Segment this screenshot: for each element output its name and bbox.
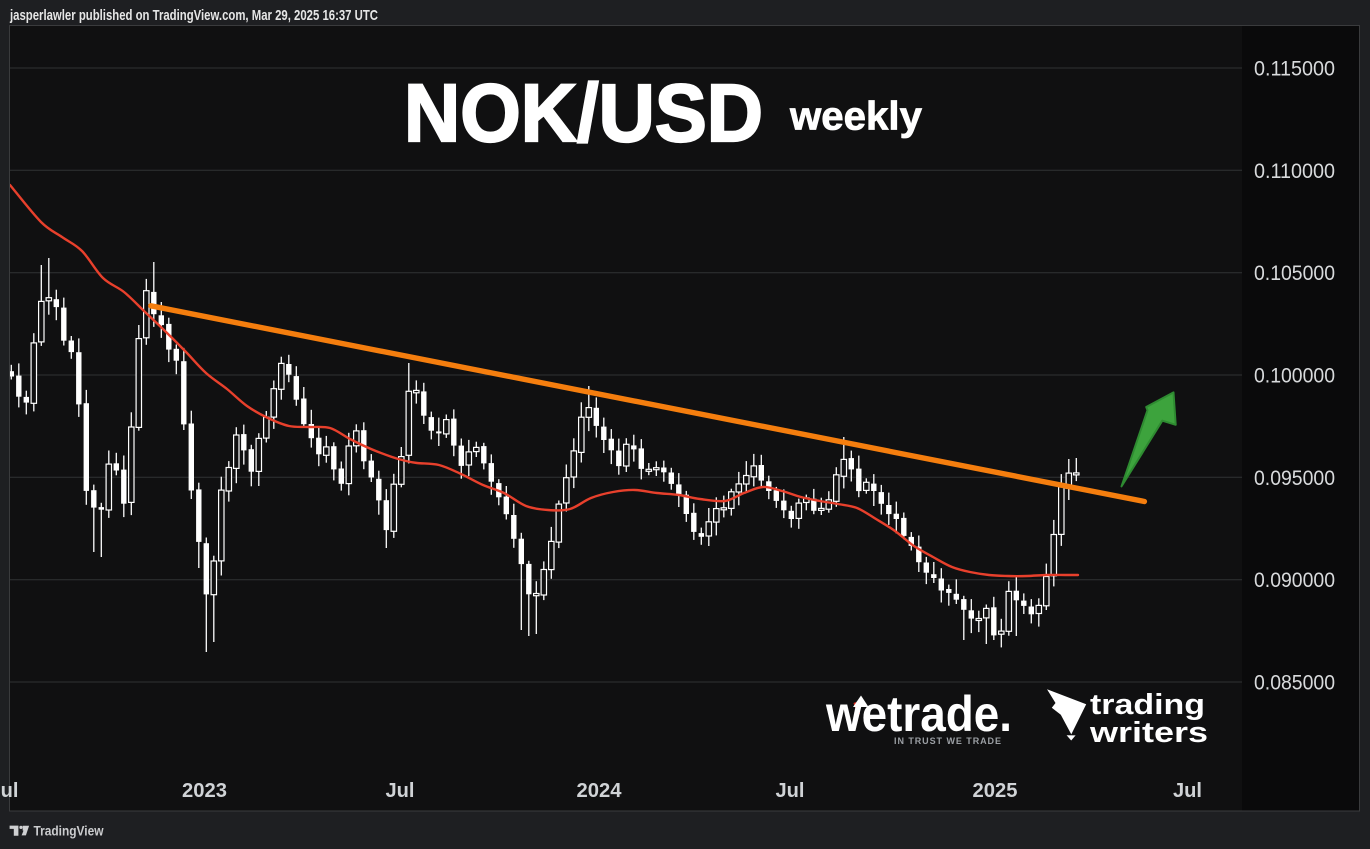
svg-text:Jul: Jul (386, 780, 415, 802)
svg-text:2024: 2024 (577, 780, 623, 802)
svg-text:0.100000: 0.100000 (1254, 365, 1335, 388)
svg-text:jasperlawler published on Trad: jasperlawler published on TradingView.co… (9, 7, 378, 24)
svg-text:weekly: weekly (789, 95, 923, 139)
svg-text:wetrade.: wetrade. (825, 686, 1012, 742)
svg-text:0.115000: 0.115000 (1254, 58, 1335, 81)
svg-text:Jul: Jul (776, 780, 805, 802)
svg-text:NOK/USD: NOK/USD (404, 68, 763, 159)
svg-text:IN TRUST WE TRADE: IN TRUST WE TRADE (894, 736, 1001, 746)
svg-text:0.110000: 0.110000 (1254, 160, 1335, 183)
svg-text:trading: trading (1090, 689, 1205, 721)
svg-text:0.085000: 0.085000 (1254, 672, 1335, 695)
svg-text:Jul: Jul (0, 780, 18, 802)
svg-text:writers: writers (1089, 717, 1208, 749)
svg-text:TradingView: TradingView (34, 823, 104, 839)
svg-text:0.095000: 0.095000 (1254, 467, 1335, 490)
svg-text:2025: 2025 (973, 780, 1018, 802)
svg-text:0.090000: 0.090000 (1254, 569, 1335, 592)
svg-text:2023: 2023 (182, 780, 227, 802)
svg-text:0.105000: 0.105000 (1254, 262, 1335, 285)
svg-text:Jul: Jul (1173, 780, 1202, 802)
